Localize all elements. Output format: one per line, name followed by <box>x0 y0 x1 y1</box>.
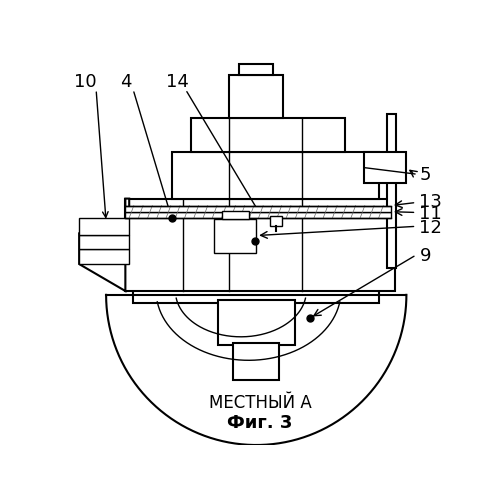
Bar <box>222 211 248 218</box>
Text: МЕСТНЫЙ А: МЕСТНЫЙ А <box>208 394 312 411</box>
Bar <box>126 198 395 291</box>
Bar <box>218 300 295 345</box>
Bar <box>172 152 380 198</box>
Bar <box>191 118 345 152</box>
Bar <box>270 216 281 226</box>
Text: 14: 14 <box>166 72 189 90</box>
Bar <box>214 218 256 252</box>
Bar <box>233 342 280 380</box>
Bar <box>387 114 396 268</box>
Text: 9: 9 <box>420 248 431 266</box>
Polygon shape <box>79 198 129 291</box>
Polygon shape <box>106 295 406 445</box>
Text: 12: 12 <box>420 219 442 237</box>
Text: 4: 4 <box>120 72 131 90</box>
Bar <box>133 288 380 302</box>
Text: Фиг. 3: Фиг. 3 <box>228 414 293 432</box>
Text: 11: 11 <box>420 205 442 223</box>
Bar <box>79 218 129 235</box>
Bar <box>126 206 391 212</box>
Text: 5: 5 <box>420 166 431 184</box>
Text: 13: 13 <box>420 194 442 212</box>
Bar <box>364 152 406 183</box>
Text: 10: 10 <box>74 72 96 90</box>
Bar <box>126 212 391 218</box>
Bar <box>230 76 283 118</box>
Bar <box>79 248 129 264</box>
Bar <box>79 235 129 248</box>
Bar <box>240 64 273 76</box>
